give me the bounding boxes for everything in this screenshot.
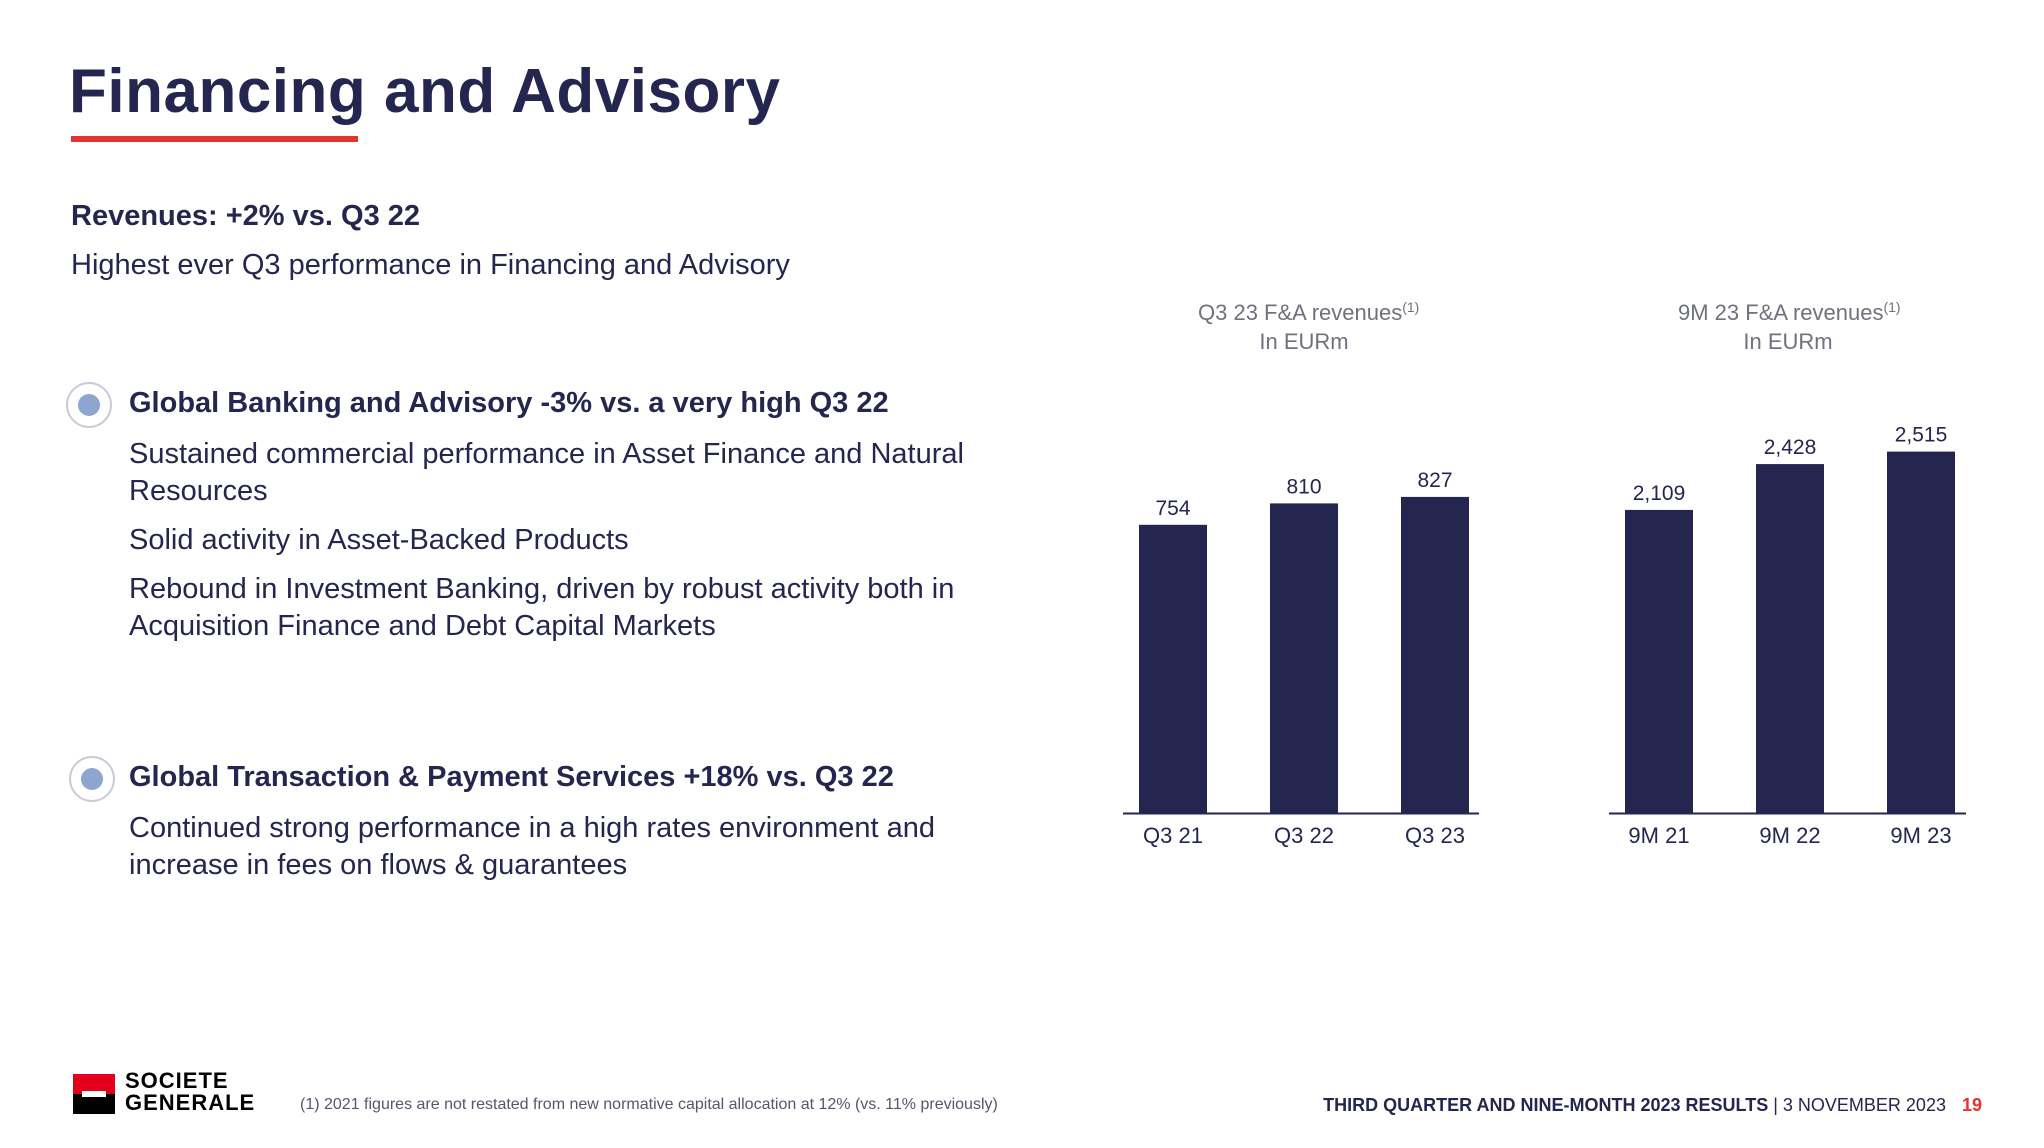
chart-title-9m: 9M 23 F&A revenues(1) In EURm (1678, 293, 1901, 356)
tick-label: Q3 23 (1405, 823, 1465, 848)
section-point: Sustained commercial performance in Asse… (129, 438, 964, 507)
section-point: Solid activity in Asset-Backed Products (129, 524, 629, 556)
section-point: Rebound in Investment Banking, driven by… (129, 573, 955, 642)
tick-label: 9M 22 (1759, 823, 1820, 848)
bar (1270, 503, 1338, 813)
section-point: Continued strong performance in a high r… (129, 812, 936, 881)
data-label: 810 (1286, 475, 1321, 498)
bar (1139, 524, 1207, 813)
bar (1401, 496, 1469, 813)
section-heading-gtps: Global Transaction & Payment Services +1… (129, 761, 894, 793)
bullet-circle-icon (69, 756, 115, 802)
title-underline (71, 136, 358, 142)
tick-label: Q3 22 (1274, 823, 1334, 848)
tick-label: Q3 21 (1143, 823, 1203, 848)
chart-title-text: 9M 23 F&A revenues (1678, 300, 1884, 325)
report-title: THIRD QUARTER AND NINE-MONTH 2023 RESULT… (1323, 1095, 1769, 1115)
page-title: Financing and Advisory (69, 57, 781, 126)
data-label: 2,109 (1633, 482, 1686, 505)
footnote: (1) 2021 figures are not restated from n… (300, 1096, 998, 1113)
data-label: 754 (1155, 497, 1190, 520)
section-heading-global-banking: Global Banking and Advisory -3% vs. a ve… (129, 387, 889, 419)
chart-title-footnote-ref: (1) (1883, 299, 1901, 315)
footer-separator: | (1768, 1095, 1783, 1115)
data-label: 2,428 (1764, 436, 1817, 459)
data-label: 2,515 (1895, 424, 1948, 447)
bar (1756, 464, 1824, 813)
revenues-heading: Revenues: +2% vs. Q3 22 (71, 200, 421, 232)
chart-title-q3: Q3 23 F&A revenues(1) In EURm (1198, 293, 1419, 356)
page-number: 19 (1961, 1095, 1982, 1115)
bar (1887, 451, 1955, 813)
bar (1625, 509, 1693, 813)
data-label: 827 (1417, 469, 1452, 492)
revenues-subheading: Highest ever Q3 performance in Financing… (71, 249, 790, 281)
chart-subtitle: In EURm (1259, 329, 1349, 354)
tick-label: 9M 23 (1890, 823, 1951, 848)
chart-title-text: Q3 23 F&A revenues (1198, 300, 1403, 325)
report-date: 3 NOVEMBER 2023 (1782, 1095, 1946, 1115)
chart-subtitle: In EURm (1743, 329, 1833, 354)
bullet-circle-icon (66, 382, 112, 428)
chart-title-footnote-ref: (1) (1402, 299, 1420, 315)
footer-report-info: THIRD QUARTER AND NINE-MONTH 2023 RESULT… (1323, 1095, 1982, 1116)
tick-label: 9M 21 (1628, 823, 1689, 848)
